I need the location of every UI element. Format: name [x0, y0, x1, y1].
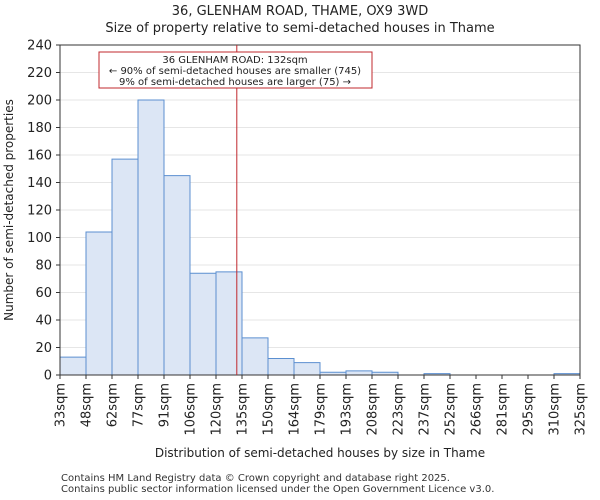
- x-tick-label: 252sqm: [444, 383, 459, 436]
- x-tick-label: 48sqm: [80, 383, 95, 427]
- plot-frame: [59, 44, 581, 376]
- footer-line-2: Contains public sector information licen…: [61, 484, 495, 495]
- x-tick-label: 179sqm: [314, 383, 329, 436]
- x-tick-label: 33sqm: [54, 383, 69, 427]
- histogram-bar: [345, 370, 373, 376]
- x-axis-label: Distribution of semi-detached houses by …: [155, 446, 485, 460]
- histogram-bar: [267, 358, 295, 376]
- histogram-bar: [215, 271, 243, 376]
- x-tick-label: 120sqm: [210, 383, 225, 436]
- x-tick-label: 281sqm: [496, 383, 511, 436]
- histogram-bar: [59, 356, 87, 376]
- histogram-bar: [111, 158, 139, 376]
- y-tick-label: 220: [27, 66, 52, 81]
- x-tick-label: 77sqm: [132, 383, 147, 427]
- y-tick-label: 160: [27, 149, 52, 164]
- x-tick-label: 295sqm: [522, 383, 537, 436]
- annotation-frame: [98, 51, 373, 89]
- x-tick-label: 106sqm: [184, 383, 199, 436]
- histogram-bar: [241, 337, 269, 376]
- x-tick-label: 91sqm: [158, 383, 173, 427]
- y-tick-label: 120: [27, 204, 52, 219]
- bars: [59, 99, 581, 376]
- x-tick-label: 223sqm: [392, 383, 407, 436]
- annotation-line: 9% of semi-detached houses are larger (7…: [119, 77, 351, 88]
- x-tick-label: 150sqm: [262, 383, 277, 436]
- x-tick-label: 266sqm: [470, 383, 485, 436]
- histogram-bar: [137, 99, 165, 376]
- y-tick-label: 100: [27, 231, 52, 246]
- footer-line-1: Contains HM Land Registry data © Crown c…: [61, 473, 450, 484]
- histogram-chart: 0 20 40 60 80 100 120 140 160 180 200 220 240 33sqm 4…: [2, 39, 589, 461]
- y-axis-label: Number of semi-detached properties: [2, 99, 16, 321]
- histogram-bar: [293, 362, 321, 376]
- x-axis-ticks: 33sqm 48sqm 62sqm 77sqm 91sqm 106sqm 120sqm 135…: [54, 375, 589, 436]
- histogram-bar: [189, 272, 217, 376]
- histogram-bar: [163, 175, 191, 376]
- y-tick-label: 240: [27, 39, 52, 54]
- histogram-bar: [85, 231, 113, 376]
- chart-title: 36, GLENHAM ROAD, THAME, OX9 3WD: [171, 4, 429, 19]
- x-tick-label: 237sqm: [418, 383, 433, 436]
- annotation-box: 36 GLENHAM ROAD: 132sqm← 90% of semi-det…: [98, 51, 373, 89]
- y-tick-label: 180: [27, 121, 52, 136]
- x-tick-label: 208sqm: [366, 383, 381, 436]
- y-tick-label: 40: [35, 314, 52, 329]
- x-tick-label: 310sqm: [548, 383, 563, 436]
- y-tick-label: 200: [27, 94, 52, 109]
- annotation-line: 36 GLENHAM ROAD: 132sqm: [162, 55, 307, 66]
- x-tick-label: 193sqm: [340, 383, 355, 436]
- y-tick-label: 0: [44, 369, 52, 384]
- x-tick-label: 135sqm: [236, 383, 251, 436]
- chart-subtitle: Size of property relative to semi-detach…: [105, 21, 495, 36]
- x-tick-label: 62sqm: [106, 383, 121, 427]
- y-tick-label: 60: [35, 286, 52, 301]
- y-tick-label: 140: [27, 176, 52, 191]
- y-axis-ticks: 0 20 40 60 80 100 120 140 160 180 200 220 240: [27, 39, 60, 384]
- x-tick-label: 164sqm: [288, 383, 303, 436]
- y-tick-label: 80: [35, 259, 52, 274]
- x-tick-label: 325sqm: [574, 383, 589, 436]
- y-tick-label: 20: [35, 341, 52, 356]
- annotation-line: ← 90% of semi-detached houses are smalle…: [109, 66, 361, 77]
